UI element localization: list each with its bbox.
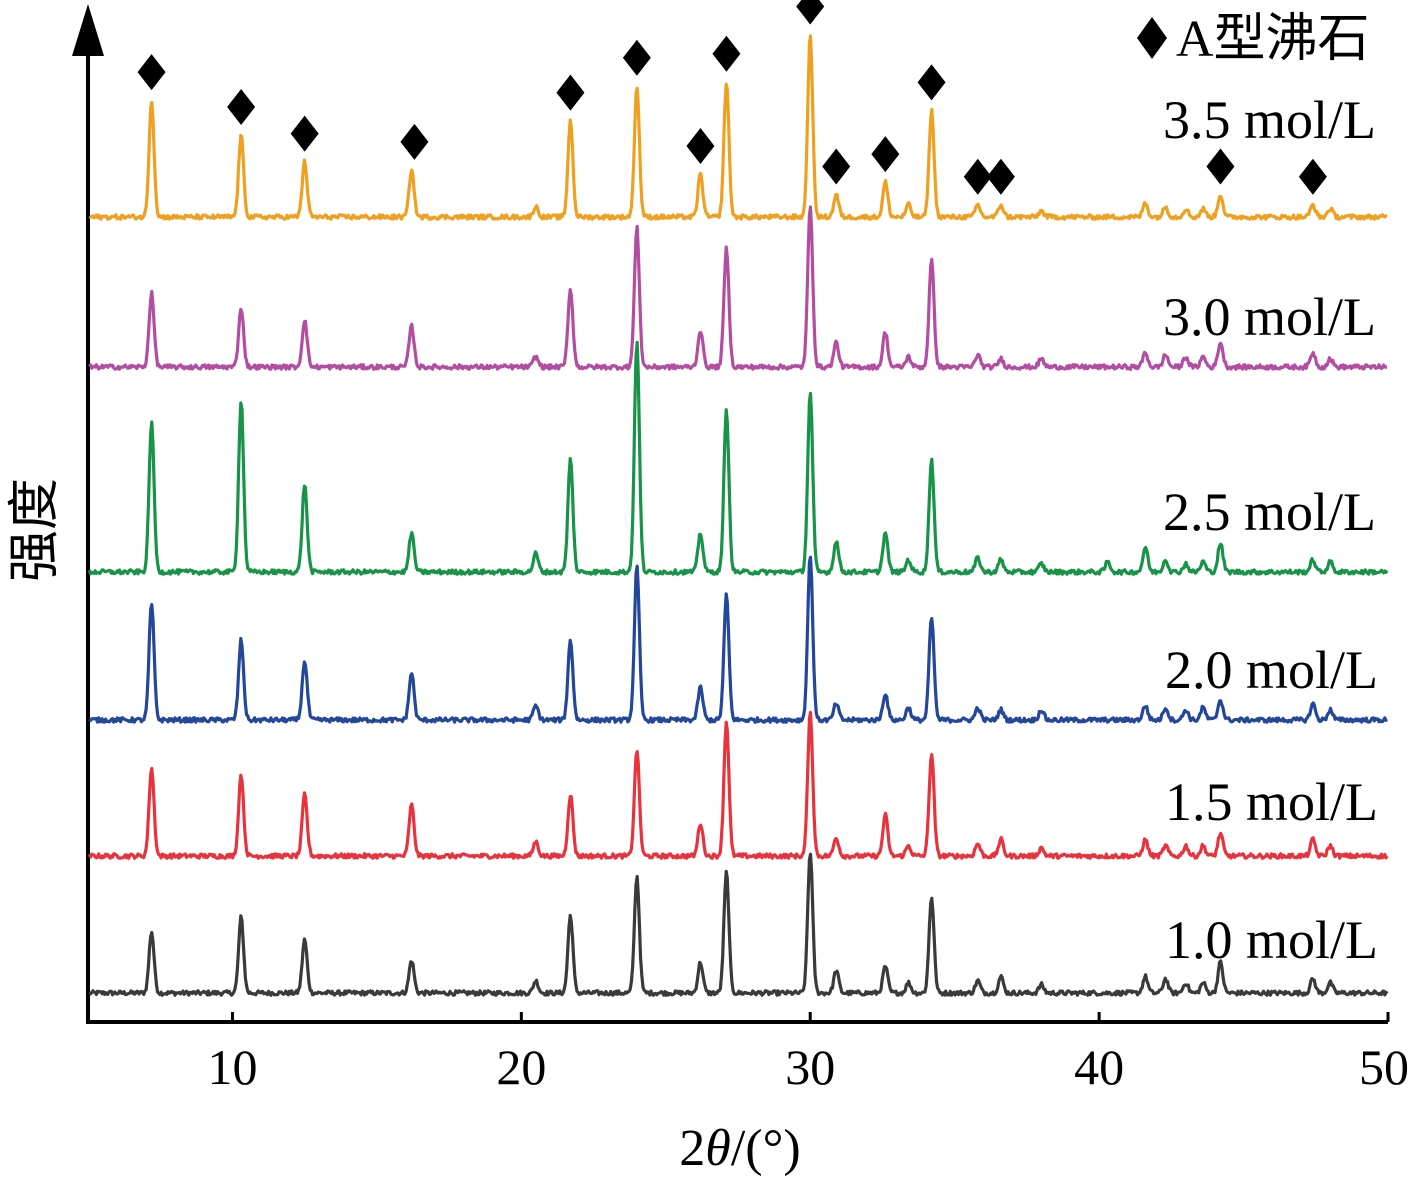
zeolite-a-diamond-icon [400, 123, 429, 160]
series-label-20: 2.0 mol/L [1165, 640, 1378, 700]
series-line-15 [87, 710, 1389, 860]
zeolite-a-diamond-icon [822, 148, 851, 185]
x-axis-title: 2θ/(°) [679, 1120, 800, 1177]
zeolite-a-diamond-icon [917, 64, 946, 101]
zeolite-a-diamond-icon [871, 136, 900, 173]
zeolite-a-diamond-icon [986, 158, 1015, 195]
series-label-15: 1.5 mol/L [1165, 772, 1378, 832]
legend: A型沸石 [1137, 11, 1370, 68]
zeolite-a-diamond-icon [227, 89, 256, 125]
zeolite-a-diamond-icon [963, 158, 992, 195]
zeolite-a-diamond-icon [137, 54, 166, 91]
zeolite-a-diamond-icon [1298, 158, 1327, 195]
y-axis-arrow-icon [72, 4, 104, 56]
series-line-30 [88, 205, 1388, 371]
series-line-35 [88, 34, 1388, 221]
zeolite-a-diamond-icon [1206, 148, 1235, 185]
zeolite-a-diamond-icon [796, 0, 825, 25]
series-line-25 [87, 340, 1389, 576]
y-axis-title: 强度 [7, 478, 64, 582]
series-label-30: 3.0 mol/L [1163, 287, 1376, 347]
series-line-20 [88, 555, 1388, 724]
series-label-35: 3.5 mol/L [1163, 90, 1376, 150]
zeolite-a-diamond-icon [622, 39, 651, 76]
x-tick-label-10: 10 [207, 1039, 257, 1095]
zeolite-a-diamond-icon [712, 35, 741, 72]
series-line-10 [88, 852, 1389, 997]
zeolite-a-diamond-icon [290, 115, 319, 152]
x-axis-title-prefix: 2 [679, 1120, 705, 1177]
zeolite-a-diamond-icon [556, 74, 585, 111]
x-tick-label-30: 30 [785, 1039, 835, 1095]
series-group: 1.0 mol/L 1.5 mol/L 2.0 mol/L 2.5 mol/L 3.0 … [87, 34, 1389, 997]
zeolite-a-diamond-icon [686, 127, 715, 164]
x-tick-label-50: 50 [1359, 1039, 1409, 1095]
peak-markers [137, 0, 1327, 195]
x-tick-label-20: 20 [496, 1039, 546, 1095]
x-axis-title-suffix: /(°) [731, 1120, 801, 1177]
legend-diamond-icon [1137, 17, 1167, 59]
series-label-10: 1.0 mol/L [1165, 910, 1378, 970]
legend-label: A型沸石 [1176, 11, 1370, 68]
x-axis-ticks: 10 20 30 40 50 [207, 1012, 1409, 1095]
series-label-25: 2.5 mol/L [1163, 482, 1376, 542]
x-axis-title-theta: θ [705, 1120, 731, 1177]
x-tick-label-40: 40 [1074, 1039, 1124, 1095]
